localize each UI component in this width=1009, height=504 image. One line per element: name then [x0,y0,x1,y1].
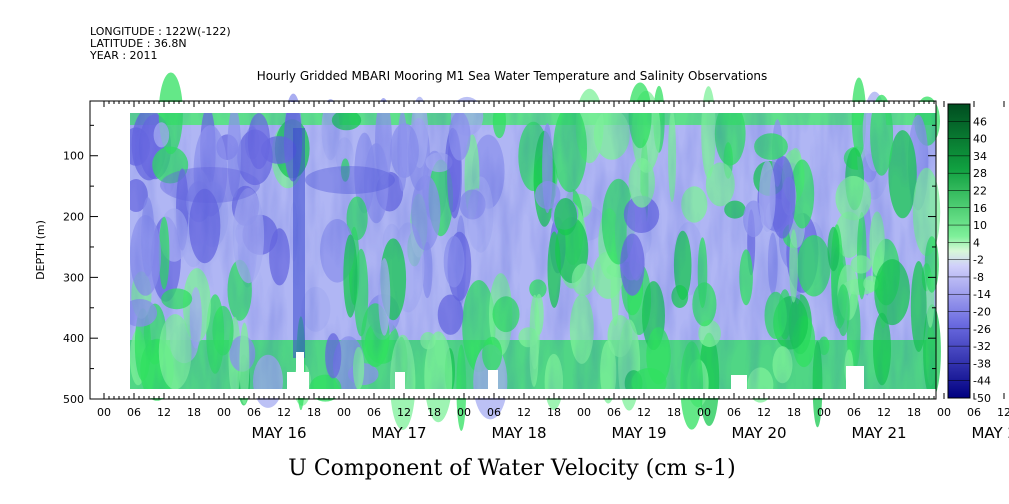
longitude-label: LONGITUDE : 122W(-122) [90,25,231,38]
x-hour-label: 06 [247,406,261,419]
x-hour-label: 06 [727,406,741,419]
y-tick-label: 300 [63,271,84,284]
x-hour-label: 12 [997,406,1009,419]
colorbar-label: 28 [973,167,987,180]
colorbar-label: -26 [973,323,991,336]
x-hour-label: 00 [97,406,111,419]
x-day-label: MAY 19 [611,424,666,442]
latitude-label: LATITUDE : 36.8N [90,37,187,50]
no-data-region-bottom [130,389,936,398]
x-hour-label: 06 [127,406,141,419]
x-hour-label: 06 [847,406,861,419]
colorbar-label: 16 [973,202,987,215]
x-hour-label: 00 [697,406,711,419]
x-hour-label: 00 [217,406,231,419]
x-hour-label: 12 [877,406,891,419]
colorbar-label: -8 [973,271,984,284]
x-hour-label: 18 [427,406,441,419]
colorbar-label: 10 [973,219,987,232]
missing-data-gap [395,372,405,389]
x-hour-label: 12 [157,406,171,419]
colorbar-label: 46 [973,115,987,128]
y-tick-label: 500 [63,393,84,406]
missing-data-gap [846,366,864,389]
x-hour-label: 18 [667,406,681,419]
colorbar-label: -14 [973,288,991,301]
missing-data-gap [296,352,304,372]
colorbar-label: -2 [973,254,984,267]
x-hour-label: 00 [817,406,831,419]
x-hour-label: 06 [607,406,621,419]
missing-data-gaps [90,102,936,398]
x-hour-label: 00 [937,406,951,419]
x-hour-label: 18 [787,406,801,419]
y-axis-label: DEPTH (m) [34,220,47,280]
colorbar-label: 22 [973,184,987,197]
x-hour-label: 18 [187,406,201,419]
x-hour-label: 00 [457,406,471,419]
x-hour-label: 18 [547,406,561,419]
x-hour-label: 12 [517,406,531,419]
no-data-region-top [130,102,936,113]
colorbar-label: 34 [973,150,987,163]
colorbar-label: -32 [973,340,991,353]
x-day-label: MAY 20 [731,424,786,442]
x-hour-label: 00 [337,406,351,419]
missing-data-gap [488,370,498,389]
y-axis-ticks: 100 200 300 400 500 [63,124,936,406]
x-hour-label: 12 [277,406,291,419]
y-tick-label: 200 [63,211,84,224]
colorbar-label: -50 [973,392,991,405]
missing-data-gap [731,375,747,389]
x-day-label: MAY 18 [491,424,546,442]
colorbar [947,103,971,399]
colorbar-label: 40 [973,133,987,146]
x-hour-label: 12 [637,406,651,419]
y-tick-label: 100 [63,150,84,163]
x-axis-ticks: 00 06 12 18 00 06 12 18 00 06 12 18 00 06 12 18 00 06 12 18… [97,101,1009,442]
x-hour-label: 12 [397,406,411,419]
colorbar-label: -44 [973,375,991,388]
x-day-label: MAY 16 [251,424,306,442]
x-hour-label: 06 [367,406,381,419]
x-day-label: MAY 21 [851,424,906,442]
year-label: YEAR : 2011 [89,49,158,62]
chart-header-title: Hourly Gridded MBARI Mooring M1 Sea Wate… [257,69,768,83]
x-hour-label: 06 [967,406,981,419]
heatmap-texture [130,113,936,389]
y-tick-label: 400 [63,332,84,345]
plot-frame [89,100,937,400]
colorbar-label: -20 [973,306,991,319]
x-day-label: MAY 17 [371,424,426,442]
chart-title: U Component of Water Velocity (cm s-1) [288,456,735,481]
x-hour-label: 00 [577,406,591,419]
missing-data-gap [287,372,309,389]
x-hour-label: 18 [307,406,321,419]
x-hour-label: 18 [907,406,921,419]
x-hour-label: 06 [487,406,501,419]
colorbar-ticks: 46 40 34 28 22 16 10 4 -2 -8 -14 -20 -26 -32 -38 -44 -50 [948,115,991,405]
x-hour-label: 12 [757,406,771,419]
x-day-label: MAY 22 [971,424,1009,442]
heatmap-field [90,72,941,431]
no-data-region [90,102,130,398]
colorbar-label: -38 [973,357,991,370]
colorbar-label: 4 [973,236,980,249]
